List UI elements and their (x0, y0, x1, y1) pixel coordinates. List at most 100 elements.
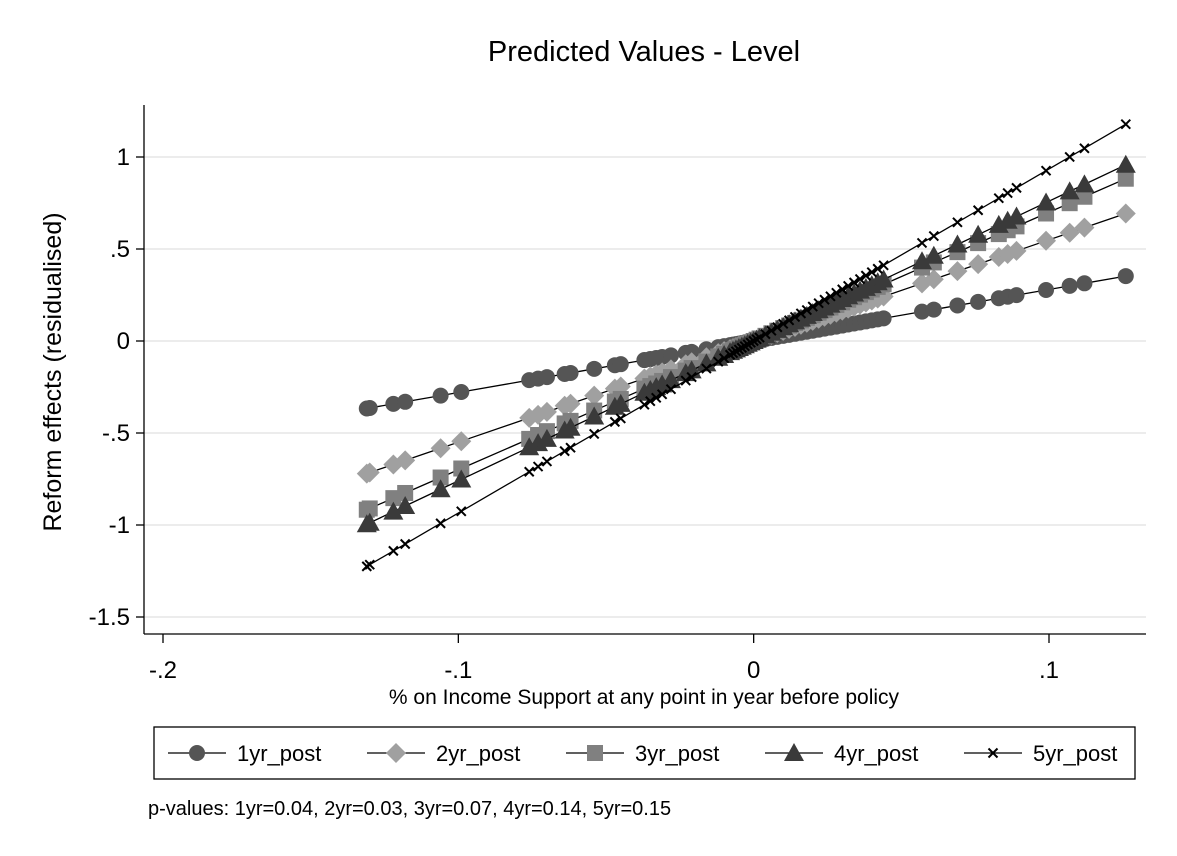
data-point (560, 393, 581, 414)
data-point (683, 343, 700, 360)
data-point (783, 315, 795, 326)
data-point (1117, 268, 1134, 285)
legend-marker (386, 743, 406, 763)
data-point (559, 445, 570, 457)
data-point (701, 363, 712, 374)
data-point (947, 234, 968, 253)
data-point (1117, 170, 1134, 187)
data-point (1115, 154, 1136, 173)
grid (144, 156, 1146, 618)
data-point (754, 332, 765, 343)
data-point (615, 413, 626, 424)
data-point (848, 277, 860, 288)
data-point (972, 205, 984, 216)
data-point (968, 254, 989, 275)
data-point (1036, 230, 1057, 251)
data-point (1002, 187, 1013, 199)
legend-label: 5yr_post (1033, 741, 1117, 766)
data-point (388, 545, 399, 557)
legend-label: 1yr_post (237, 741, 321, 766)
data-point (912, 251, 933, 270)
data-point (916, 237, 928, 249)
data-point (560, 417, 581, 436)
data-point (970, 293, 987, 310)
data-point (1059, 181, 1080, 200)
data-point (1076, 275, 1093, 292)
data-point (952, 217, 963, 228)
p-values-note: p-values: 1yr=0.04, 2yr=0.03, 3yr=0.07, … (148, 798, 671, 820)
data-point (451, 469, 472, 488)
data-point (588, 428, 600, 440)
data-point (1061, 277, 1078, 294)
x-tick-label: 0 (747, 657, 760, 684)
data-point (532, 461, 544, 472)
data-point (1038, 281, 1055, 298)
data-point (383, 501, 404, 520)
data-point (789, 311, 801, 323)
data-point (395, 450, 416, 471)
data-point (1074, 217, 1095, 238)
y-tick-label: -.5 (102, 420, 130, 447)
data-point (524, 466, 535, 477)
data-point (1040, 165, 1052, 176)
data-point (541, 456, 553, 467)
data-point (665, 383, 677, 395)
data-point (397, 393, 414, 410)
data-point (359, 462, 380, 483)
data-point (639, 399, 650, 410)
data-point (1076, 188, 1093, 205)
data-point (713, 356, 724, 367)
legend-item-2yr_post: 2yr_post (367, 741, 520, 766)
legend-label: 3yr_post (635, 741, 719, 766)
data-point (777, 318, 789, 330)
data-point (1120, 119, 1131, 130)
data-point (538, 369, 555, 386)
data-point (662, 347, 679, 364)
data-point (680, 375, 691, 386)
legend: 1yr_post 2yr_post 3yr_post 4yr_post 5yr_post (153, 726, 1136, 780)
data-point (536, 428, 557, 447)
data-point (361, 399, 378, 416)
data-point (837, 284, 848, 295)
data-point (1079, 143, 1090, 154)
data-point (453, 384, 470, 401)
data-point (696, 353, 717, 372)
legend-marker (587, 745, 603, 761)
data-point (831, 287, 842, 299)
data-point (565, 442, 576, 453)
legend-item-1yr_post: 1yr_post (168, 741, 321, 766)
data-point (766, 325, 777, 336)
data-point (364, 559, 375, 570)
legend-marker (189, 745, 205, 761)
legend-label: 2yr_post (436, 741, 520, 766)
data-point (430, 479, 451, 498)
data-point (1011, 182, 1022, 194)
data-point (645, 396, 656, 407)
data-point (801, 304, 813, 316)
data-point (609, 416, 621, 428)
data-point (610, 393, 631, 412)
legend-item-3yr_post: 3yr_post (566, 741, 719, 766)
data-point (1006, 206, 1027, 225)
data-point (656, 389, 668, 400)
data-point (825, 291, 836, 302)
data-point (1008, 287, 1025, 304)
chart-title: Predicted Values - Level (488, 36, 800, 68)
data-point (842, 280, 854, 292)
data-point (772, 322, 783, 333)
data-point (385, 395, 402, 412)
data-point (928, 230, 940, 242)
data-point (854, 273, 866, 285)
data-point (1115, 203, 1136, 224)
x-ticks: -.2 -.1 0 .1 (149, 634, 1059, 684)
data-point (453, 460, 470, 477)
x-tick-label: -.1 (444, 657, 472, 684)
data-point (650, 392, 662, 403)
data-point (819, 294, 830, 305)
y-ticks: 1 .5 0 -.5 -1 -1.5 (89, 144, 144, 631)
data-point (397, 484, 414, 501)
data-point (1036, 192, 1057, 211)
data-point (395, 496, 416, 515)
data-point (875, 310, 892, 327)
